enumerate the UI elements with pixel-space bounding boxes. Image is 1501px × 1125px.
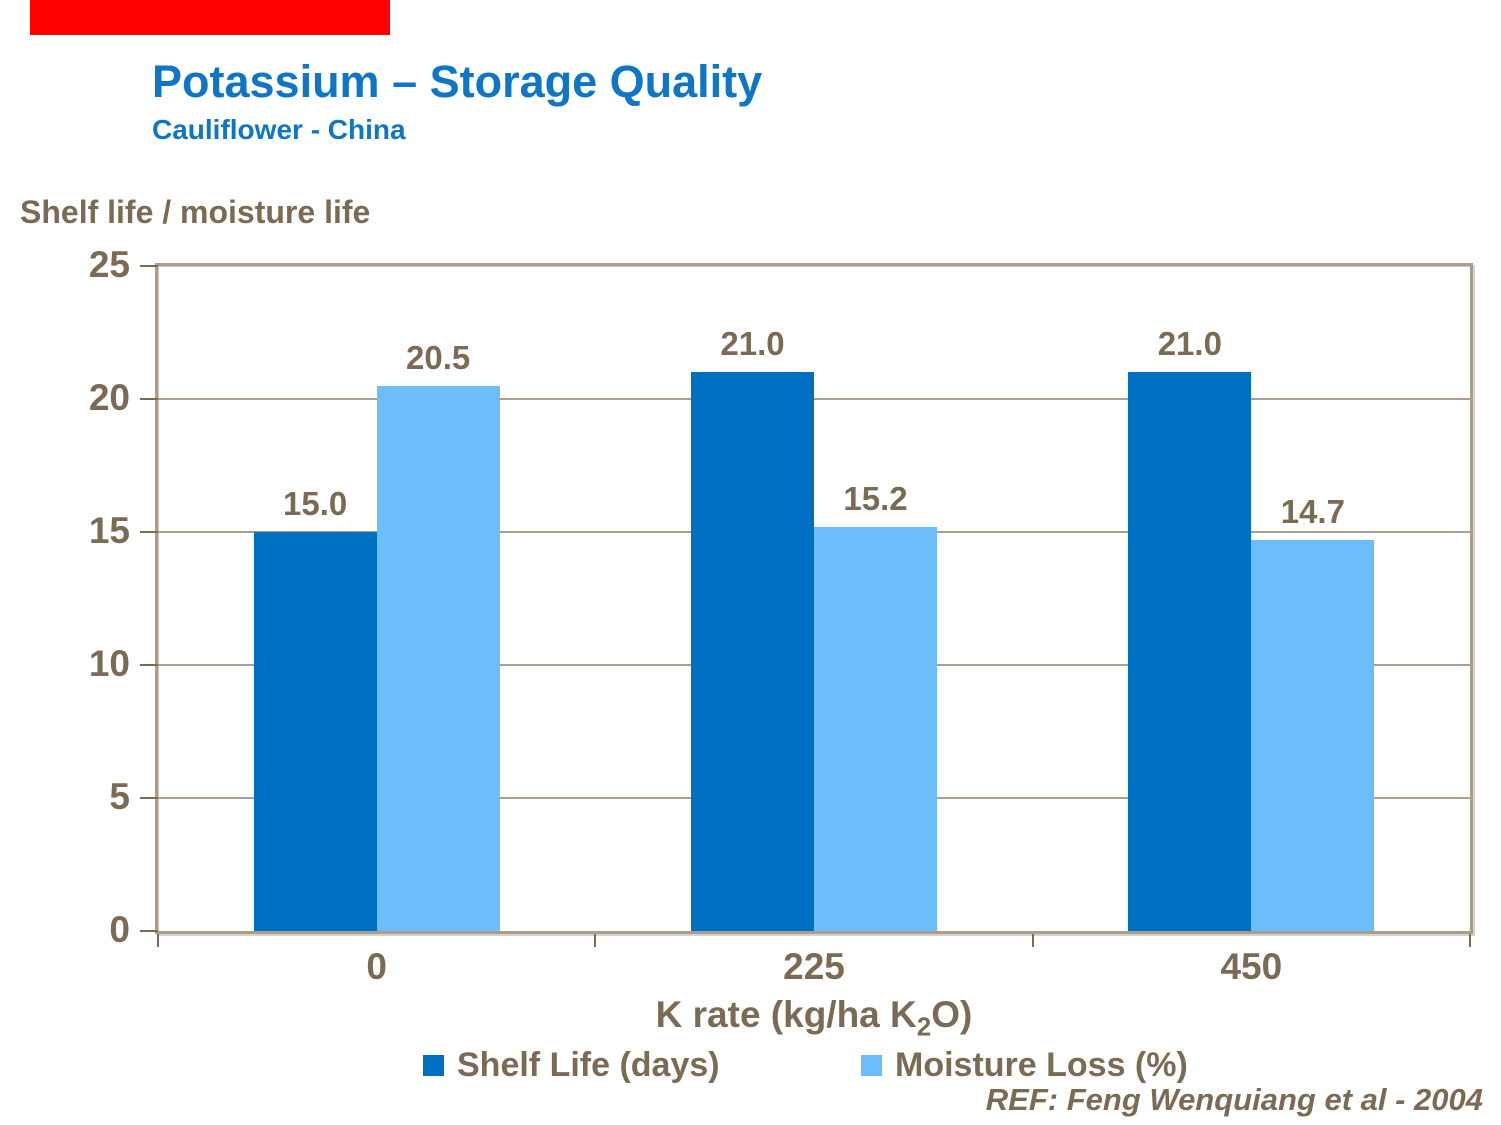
shelf-life-swatch-icon	[423, 1054, 444, 1076]
x-axis-tick	[157, 934, 159, 947]
bar-moisture-loss-450	[1251, 539, 1375, 931]
y-axis-tick	[140, 664, 158, 666]
x-axis-label-sub: 2	[916, 1011, 932, 1042]
bar-moisture-loss-0	[376, 385, 500, 931]
bar-shelf-life-0	[253, 532, 377, 931]
bar-value-label: 20.5	[406, 338, 471, 376]
x-axis-label-pre: K rate (kg/ha K	[655, 994, 917, 1035]
x-category-label: 450	[1220, 946, 1283, 987]
plot-area: 15.0 20.5 21.0 15.2 21.0 14.7	[155, 263, 1473, 934]
bar-value-label: 21.0	[720, 325, 785, 363]
page-title: Potassium – Storage Quality	[152, 56, 763, 107]
page-subtitle: Cauliflower - China	[152, 114, 406, 145]
y-axis-tick-label: 25	[88, 244, 130, 285]
gridline	[158, 398, 1470, 400]
bar-value-label: 21.0	[1157, 325, 1222, 363]
bar-value-label: 15.2	[843, 479, 908, 517]
y-axis-tick-label: 10	[88, 643, 130, 684]
y-axis-tick-label: 0	[109, 909, 130, 950]
legend-item-moisture-loss: Moisture Loss (%)	[861, 1044, 1188, 1086]
y-axis-tick-label: 5	[109, 776, 130, 817]
chart-legend: Shelf Life (days) Moisture Loss (%)	[0, 1044, 1501, 1086]
y-axis-tick-label: 15	[88, 510, 130, 551]
x-axis-tick	[1469, 934, 1471, 947]
x-axis-tick	[594, 934, 597, 947]
y-axis-title: Shelf life / moisture life	[20, 194, 371, 230]
y-axis-tick	[140, 265, 158, 267]
y-axis-tick-label: 20	[88, 377, 130, 418]
reference-citation: REF: Feng Wenquiang et al - 2004	[985, 1082, 1483, 1117]
red-accent-bar	[30, 0, 390, 35]
y-axis-tick	[140, 398, 158, 400]
legend-item-shelf-life: Shelf Life (days)	[423, 1044, 720, 1086]
x-category-label: 225	[783, 946, 845, 987]
legend-label: Shelf Life (days)	[457, 1045, 720, 1084]
bar-shelf-life-225	[691, 372, 814, 931]
bar-shelf-life-450	[1128, 372, 1252, 931]
x-axis-label: K rate (kg/ha K2O)	[158, 994, 1470, 1042]
y-axis-tick	[140, 930, 158, 932]
x-axis-label-post: O)	[931, 994, 973, 1035]
y-axis-tick	[140, 531, 158, 533]
bar-moisture-loss-225	[814, 526, 937, 931]
y-axis-tick	[140, 797, 158, 799]
x-category-label: 0	[366, 946, 387, 987]
x-axis-tick	[1031, 934, 1034, 947]
moisture-loss-swatch-icon	[861, 1054, 882, 1076]
bar-value-label: 15.0	[283, 485, 348, 522]
legend-label: Moisture Loss (%)	[895, 1045, 1188, 1084]
bar-value-label: 14.7	[1280, 492, 1345, 530]
